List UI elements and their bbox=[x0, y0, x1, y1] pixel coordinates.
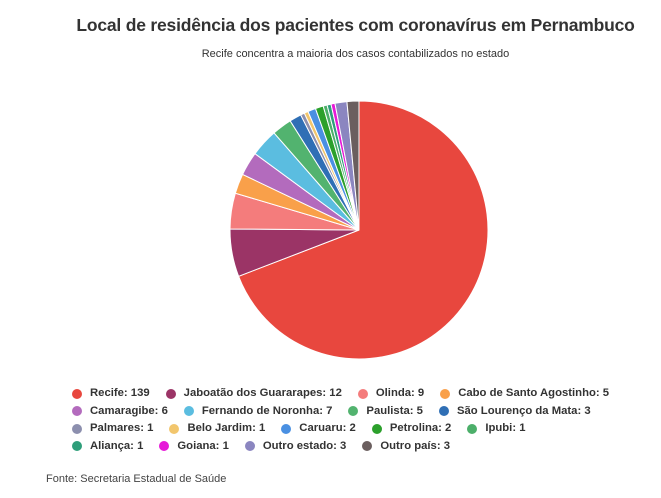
legend-item[interactable]: Petrolina: 2 bbox=[371, 420, 452, 438]
legend-item[interactable]: Ipubi: 1 bbox=[467, 420, 526, 438]
legend-item[interactable]: Jaboatão dos Guararapes: 12 bbox=[165, 385, 342, 403]
legend-item[interactable]: Camaragibe: 6 bbox=[72, 403, 168, 421]
pie-slice-0[interactable] bbox=[237, 100, 489, 360]
legend-item[interactable]: Paulista: 5 bbox=[348, 403, 423, 421]
legend-label: Belo Jardim: 1 bbox=[187, 422, 266, 434]
chart-footer: Recife: 139 Jaboatão dos Guararapes: 12 Ol… bbox=[46, 385, 656, 485]
legend-marker bbox=[159, 441, 170, 452]
legend-label: São Lourenço da Mata: 3 bbox=[456, 404, 591, 417]
legend-label: Fernando de Noronha: 7 bbox=[201, 404, 333, 417]
legend-row: Aliança: 1 Goiana: 1 Outro estado: 3 Outro … bbox=[72, 438, 656, 456]
pie-chart bbox=[229, 100, 489, 360]
legend-marker bbox=[467, 423, 478, 434]
legend-label: Aliança: 1 bbox=[90, 439, 144, 452]
legend-label: Palmares: 1 bbox=[90, 422, 154, 434]
legend-label: Outro país: 3 bbox=[380, 439, 451, 452]
legend-item[interactable]: Olinda: 9 bbox=[357, 385, 425, 403]
legend-row: Recife: 139 Jaboatão dos Guararapes: 12 Ol… bbox=[72, 385, 656, 403]
legend-marker bbox=[438, 406, 449, 417]
legend-marker bbox=[72, 441, 82, 452]
legend-label: Jaboatão dos Guararapes: 12 bbox=[183, 387, 342, 399]
legend-marker bbox=[72, 388, 82, 399]
legend-label: Petrolina: 2 bbox=[389, 422, 452, 434]
legend-label: Ipubi: 1 bbox=[485, 422, 526, 434]
legend-item[interactable]: São Lourenço da Mata: 3 bbox=[438, 403, 591, 421]
chart-subtitle: Recife concentra a maioria dos casos con… bbox=[201, 48, 510, 60]
legend-item[interactable]: Recife: 139 bbox=[72, 385, 150, 403]
legend-item[interactable]: Cabo de Santo Agostinho: 5 bbox=[440, 385, 609, 403]
legend-label: Olinda: 9 bbox=[375, 387, 425, 399]
legend-label: Cabo de Santo Agostinho: 5 bbox=[458, 387, 610, 399]
legend-item[interactable]: Fernando de Noronha: 7 bbox=[183, 403, 333, 421]
legend-marker bbox=[357, 388, 368, 399]
legend-marker bbox=[348, 406, 359, 417]
legend-label: Outro estado: 3 bbox=[262, 439, 347, 452]
legend-marker bbox=[72, 423, 82, 434]
legend-label: Caruaru: 2 bbox=[299, 422, 356, 434]
legend-item[interactable]: Belo Jardim: 1 bbox=[169, 420, 265, 438]
legend: Recife: 139 Jaboatão dos Guararapes: 12 Ol… bbox=[46, 385, 656, 455]
legend-label: Recife: 139 bbox=[90, 387, 150, 399]
legend-row: Palmares: 1 Belo Jardim: 1 Caruaru: 2 Petro… bbox=[72, 420, 656, 438]
legend-marker bbox=[165, 388, 176, 399]
legend-item[interactable]: Palmares: 1 bbox=[72, 420, 153, 438]
legend-row: Camaragibe: 6 Fernando de Noronha: 7 Pauli… bbox=[72, 403, 656, 421]
pie-slice-16[interactable] bbox=[346, 100, 360, 231]
legend-item[interactable]: Outro estado: 3 bbox=[244, 438, 347, 456]
legend-marker bbox=[362, 441, 373, 452]
legend-marker bbox=[440, 388, 451, 399]
legend-label: Camaragibe: 6 bbox=[90, 404, 168, 417]
source-note: Fonte: Secretaria Estadual de Saúde bbox=[46, 473, 227, 485]
legend-label: Paulista: 5 bbox=[366, 404, 423, 417]
legend-marker bbox=[169, 423, 180, 434]
chart-title: Local de residência dos pacientes com co… bbox=[76, 15, 635, 35]
legend-marker bbox=[244, 441, 255, 452]
legend-marker bbox=[183, 406, 194, 417]
legend-label: Goiana: 1 bbox=[177, 439, 229, 452]
legend-item[interactable]: Caruaru: 2 bbox=[281, 420, 356, 438]
legend-marker bbox=[281, 423, 292, 434]
legend-marker bbox=[371, 423, 382, 434]
legend-marker bbox=[72, 406, 82, 417]
legend-item[interactable]: Outro país: 3 bbox=[362, 438, 450, 456]
legend-item[interactable]: Goiana: 1 bbox=[159, 438, 229, 456]
legend-item[interactable]: Aliança: 1 bbox=[72, 438, 143, 456]
